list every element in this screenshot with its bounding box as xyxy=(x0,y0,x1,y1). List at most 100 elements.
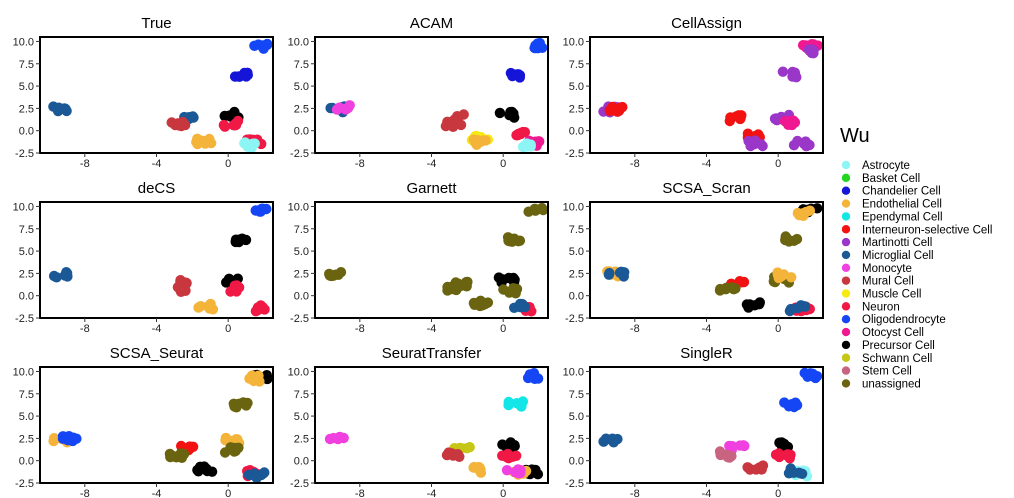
data-point xyxy=(497,439,508,450)
data-point xyxy=(782,449,793,460)
cluster-astrocyte xyxy=(517,138,536,153)
data-point xyxy=(619,267,630,278)
data-point xyxy=(507,451,518,462)
data-point xyxy=(344,100,355,111)
cluster-oligodendrocyte xyxy=(57,431,82,447)
y-tick-label: 7.5 xyxy=(19,389,34,401)
panel-scsa-scran: SCSA_Scran 10.0 7.5 5.0 2.5 0.0 -2.5 -8 -4 0 xyxy=(563,180,824,335)
panel-frame xyxy=(589,36,824,154)
y-tick-label: 10.0 xyxy=(563,36,584,48)
x-tick-label: -8 xyxy=(80,323,90,335)
panel-acam: ACAM 10.0 7.5 5.0 2.5 0.0 -2.5 -8 -4 0 xyxy=(288,15,549,170)
y-tick-label: -2.5 xyxy=(15,148,34,160)
data-point xyxy=(799,367,810,379)
panel-title: SingleR xyxy=(680,345,733,362)
y-tick-label: 5.0 xyxy=(19,81,34,93)
panels: True 10.0 7.5 5.0 2.5 0.0 -2.5 -8 -4 0 ACAM 10.0 7.5… xyxy=(13,15,824,498)
y-tick-label: 0.0 xyxy=(569,291,584,303)
cluster-oligodendrocyte xyxy=(799,367,823,384)
data-point xyxy=(736,110,747,121)
data-point xyxy=(754,297,765,308)
data-point xyxy=(221,277,232,288)
legend-label: Microglial Cell xyxy=(862,250,934,262)
data-point xyxy=(48,435,59,447)
y-tick-label: 10.0 xyxy=(13,366,34,378)
legend-item-monocyte: Monocyte xyxy=(841,263,912,275)
y-tick-label: -2.5 xyxy=(290,148,309,160)
data-point xyxy=(715,283,726,295)
y-tick-label: 2.5 xyxy=(569,433,584,445)
data-point xyxy=(726,450,737,462)
cluster-precursor-cell xyxy=(494,106,520,123)
data-point xyxy=(505,437,516,448)
cluster-martinotti-cell xyxy=(777,66,802,83)
plot-area xyxy=(598,367,823,482)
data-point xyxy=(498,274,509,285)
cluster-stem-cell xyxy=(714,446,737,463)
legend-label: Otocyst Cell xyxy=(862,327,924,339)
legend-item-endothelial-cell: Endothelial Cell xyxy=(841,199,942,211)
legend-label: Neuron xyxy=(862,301,900,313)
x-tick-label: 0 xyxy=(775,323,781,335)
data-point xyxy=(67,435,78,447)
y-tick-label: 0.0 xyxy=(19,456,34,468)
data-point xyxy=(165,451,176,463)
data-point xyxy=(470,137,481,149)
data-point xyxy=(798,210,809,221)
cluster-neuron xyxy=(511,126,531,141)
cluster-mural-cell xyxy=(172,282,191,297)
y-tick-label: 7.5 xyxy=(19,59,34,71)
legend-item-martinotti-cell: Martinotti Cell xyxy=(841,237,932,249)
cluster-microglial-cell xyxy=(783,463,808,479)
legend-item-basket-cell: Basket Cell xyxy=(841,173,920,185)
data-point xyxy=(607,101,618,113)
panel-decs: deCS 10.0 7.5 5.0 2.5 0.0 -2.5 -8 -4 0 xyxy=(13,180,274,335)
cluster-martinotti-cell xyxy=(743,135,768,152)
cluster-endothelial-cell xyxy=(191,133,217,150)
y-tick-label: -2.5 xyxy=(15,478,34,490)
data-point xyxy=(256,469,267,481)
cluster-precursor-cell xyxy=(192,461,218,477)
legend-swatch xyxy=(841,237,851,247)
legend-item-precursor-cell: Precursor Cell xyxy=(841,340,935,352)
data-point xyxy=(749,135,761,146)
x-tick-label: 0 xyxy=(225,323,231,335)
data-point xyxy=(807,368,818,379)
legend-item-mural-cell: Mural Cell xyxy=(841,276,914,288)
data-point xyxy=(233,282,245,293)
cluster-precursor-cell xyxy=(221,273,243,288)
data-point xyxy=(494,107,506,119)
cluster-unassigned xyxy=(498,283,523,299)
data-point xyxy=(788,398,800,410)
y-tick-label: 2.5 xyxy=(569,103,584,115)
y-tick-label: 10.0 xyxy=(288,36,309,48)
x-tick-label: -8 xyxy=(80,488,90,498)
cluster-neuron xyxy=(218,115,244,132)
legend-swatch xyxy=(841,379,851,388)
x-tick-label: -4 xyxy=(427,488,437,498)
x-tick-label: 0 xyxy=(500,158,506,170)
panel-cellassign: CellAssign 10.0 7.5 5.0 2.5 0.0 -2.5 -8 -4 0 xyxy=(563,15,824,170)
x-tick-label: -8 xyxy=(630,488,640,498)
y-tick-label: -2.5 xyxy=(565,148,584,160)
legend-label: Stem Cell xyxy=(862,366,912,378)
data-point xyxy=(195,301,206,312)
panel-title: CellAssign xyxy=(671,15,742,32)
x-tick-label: 0 xyxy=(775,488,781,498)
y-tick-label: 2.5 xyxy=(294,103,309,115)
legend-item-otocyst-cell: Otocyst Cell xyxy=(841,327,924,339)
y-tick-label: 10.0 xyxy=(563,366,584,378)
data-point xyxy=(328,270,339,281)
cluster-endothelial-cell xyxy=(772,267,797,284)
y-tick-label: 0.0 xyxy=(19,291,34,303)
data-point xyxy=(743,302,754,313)
y-tick-label: -2.5 xyxy=(290,478,309,490)
cluster-monocyte xyxy=(324,431,349,445)
data-point xyxy=(219,121,231,132)
legend-label: Mural Cell xyxy=(862,276,914,288)
plot-area xyxy=(324,202,548,317)
panel-frame xyxy=(314,366,549,484)
data-point xyxy=(447,283,458,295)
y-tick-label: -2.5 xyxy=(15,313,34,325)
